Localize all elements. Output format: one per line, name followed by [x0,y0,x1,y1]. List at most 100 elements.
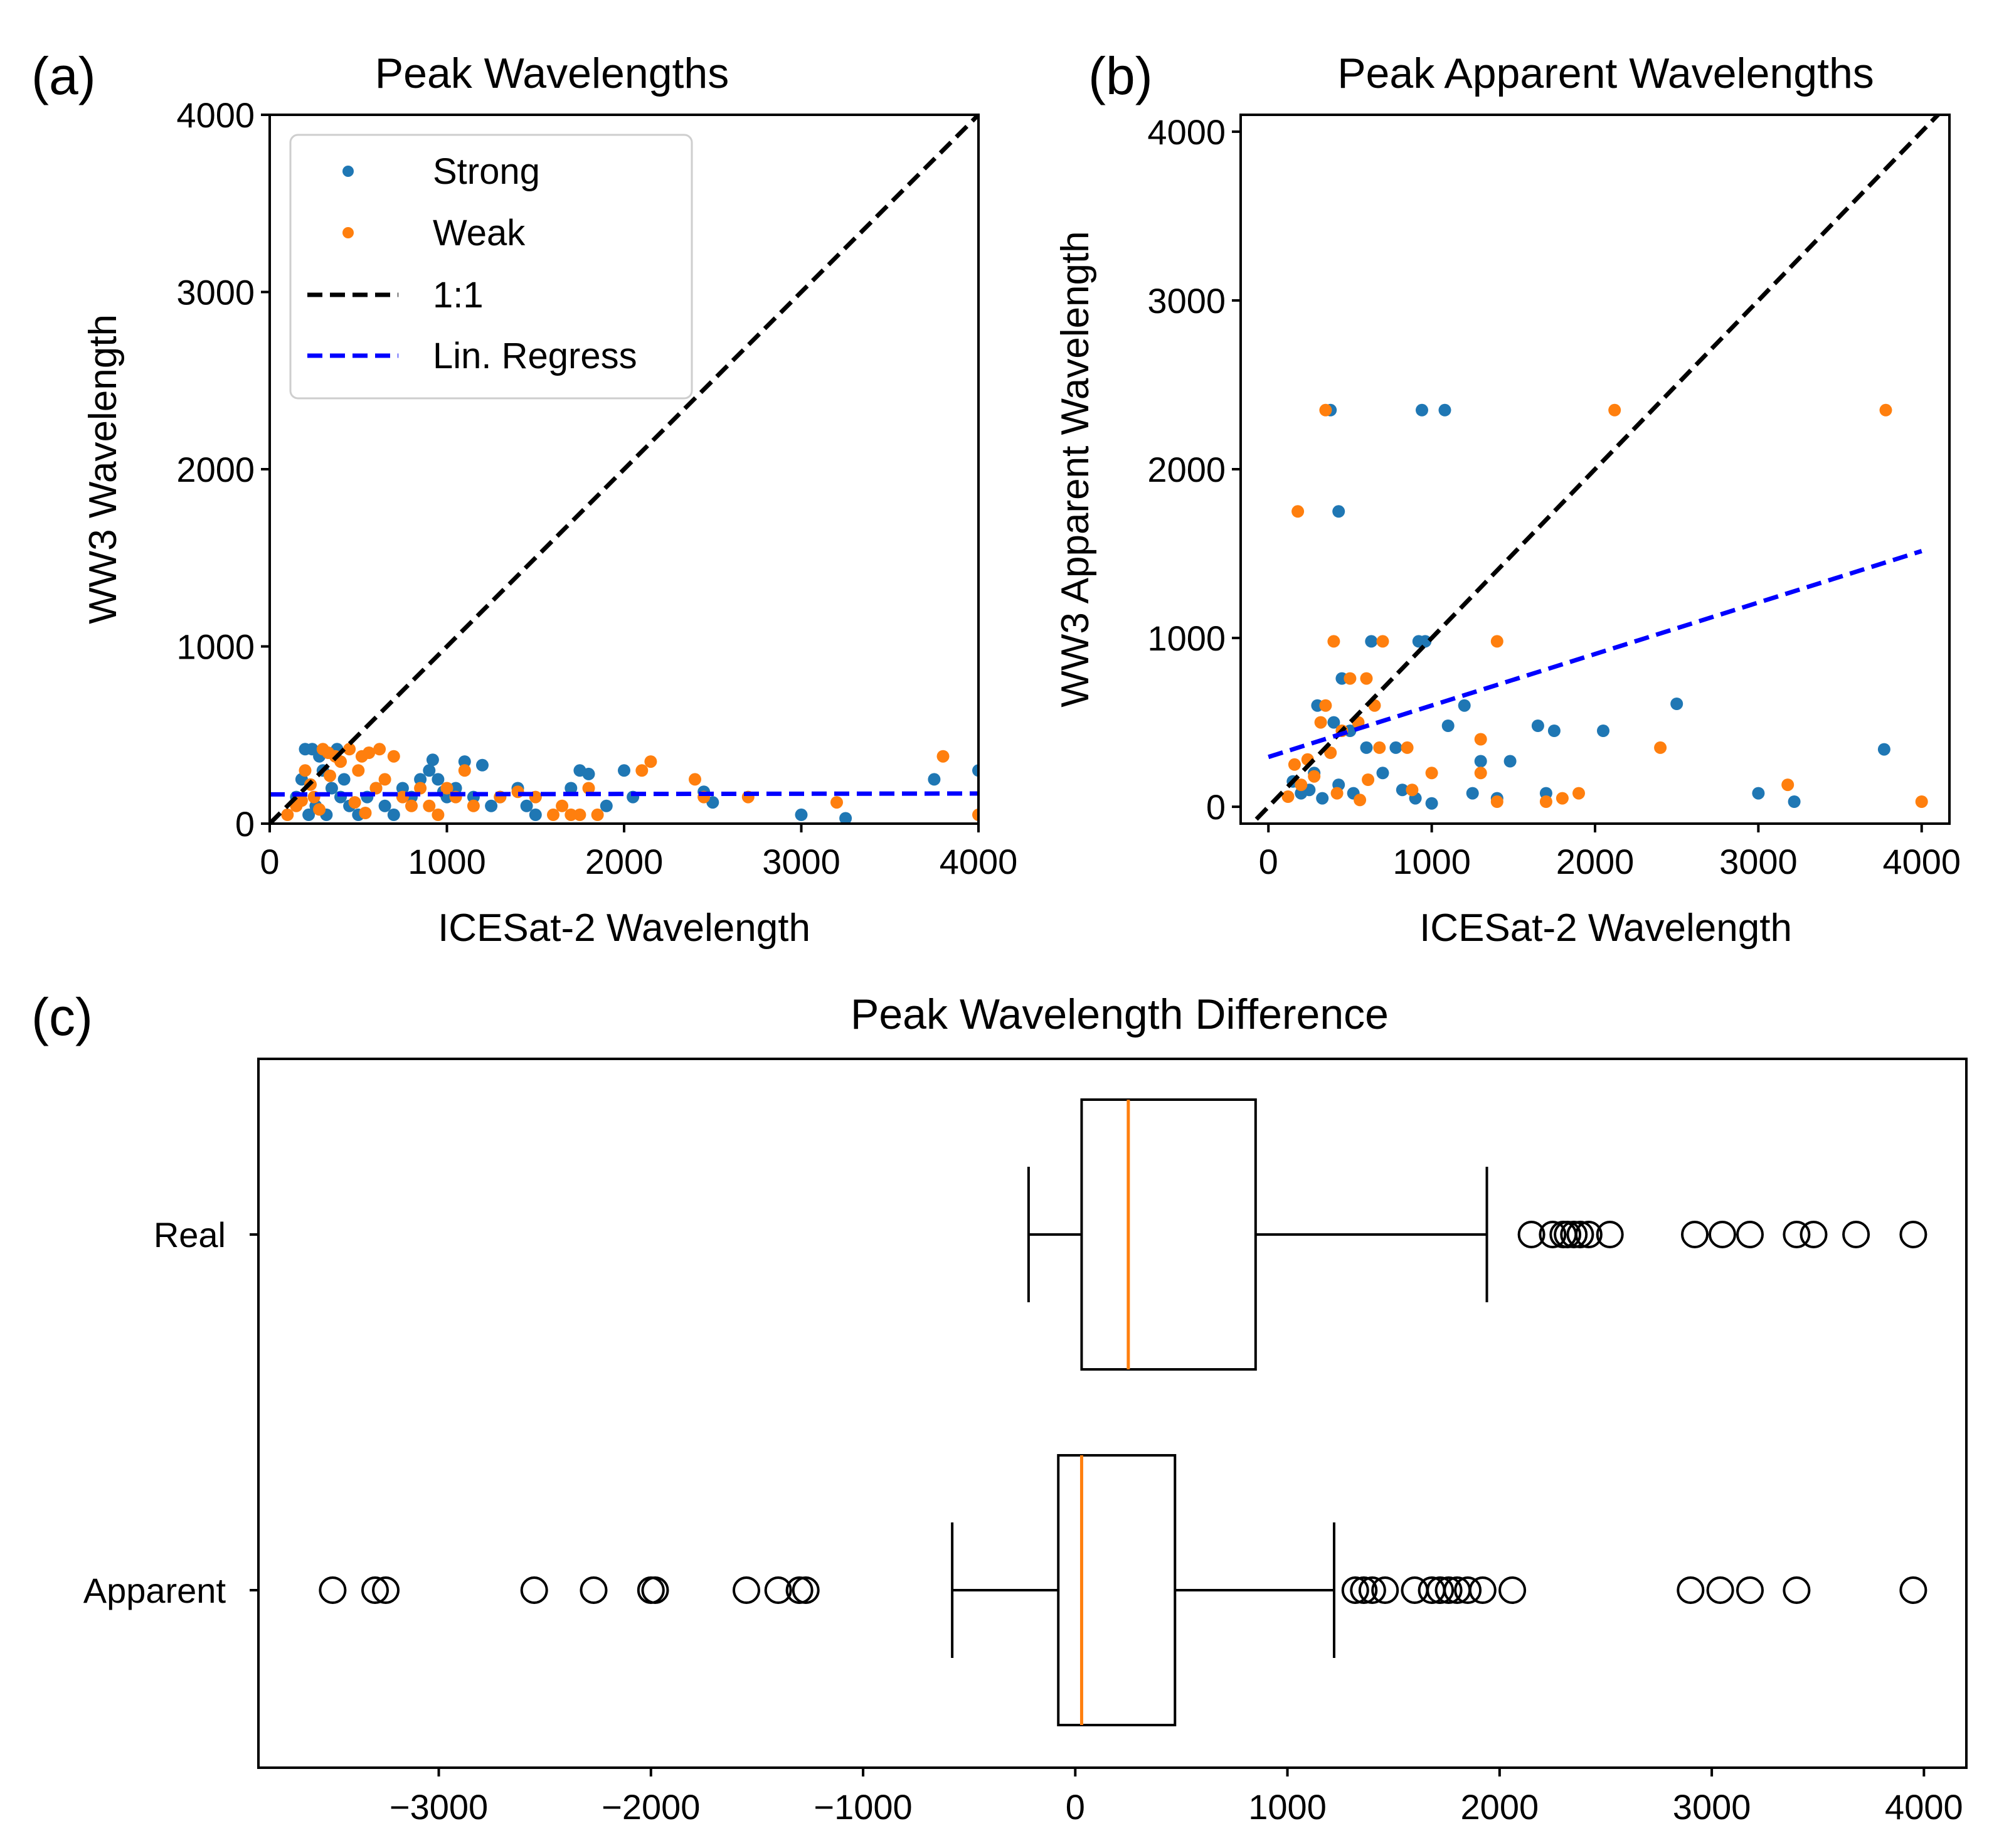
a-point-strong [440,790,453,804]
a-point-strong [432,773,445,786]
a-point-weak [423,799,436,812]
a-point-strong [476,758,489,772]
a-point-weak [363,746,376,759]
a-point-strong [520,799,533,812]
box-apparent-outlier [319,1576,347,1604]
legend-box [289,134,693,400]
a-x-tick-label: 3000 [762,842,840,881]
a-marks [270,115,978,824]
b-point-strong [1547,725,1561,737]
a-point-weak [281,808,294,821]
b-point-strong [1531,720,1544,732]
b-point-strong [1474,755,1487,768]
a-point-weak [936,750,950,763]
box-apparent-iqr [1057,1454,1177,1726]
b-point-weak [1327,635,1340,648]
a-x-tick-label: 0 [260,842,279,881]
legend-weak-marker [342,227,354,238]
panel-b-y-ticks: 0 1000 2000 3000 4000 [1147,112,1241,827]
a-point-weak [458,764,471,777]
b-point-weak [1608,403,1621,417]
b-point-weak [1376,635,1389,648]
a-point-strong [795,808,808,821]
b-point-strong [1597,725,1609,737]
a-one-to-one-line [270,115,978,824]
a-point-strong [600,799,613,812]
box-real-outlier [1899,1221,1927,1248]
b-marks [1249,115,1941,824]
c-x-tick-label: −1000 [814,1787,912,1827]
b-point-weak [1425,767,1438,780]
panel-a-x-label: ICESat-2 Wavelength [438,906,810,950]
a-point-weak [405,799,418,812]
b-x-tick-label: 4000 [1882,842,1961,881]
panel-b-plot-area [1249,115,1941,824]
b-point-weak [1319,403,1332,417]
b-point-weak [1781,778,1795,792]
b-point-weak [1308,770,1321,783]
panel-a-title: Peak Wavelengths [375,50,729,97]
a-point-weak [324,769,336,782]
box-real-outlier [1566,1221,1594,1248]
b-point-weak [1556,792,1569,805]
box-real-outlier [1517,1221,1545,1248]
box-apparent-outlier [1677,1576,1705,1604]
b-x-tick-label: 3000 [1719,842,1798,881]
b-point-strong [1327,716,1340,729]
b-y-tick-label: 2000 [1147,450,1226,489]
box-apparent-outlier [792,1576,820,1604]
b-point-strong [1419,635,1432,648]
box-apparent-outlier [1358,1576,1386,1604]
b-point-weak [1319,699,1332,712]
a-point-weak [432,808,445,821]
panel-b-x-label: ICESat-2 Wavelength [1419,906,1792,950]
legend-one-to-one-label: 1:1 [433,275,484,316]
box-apparent-outlier [1736,1576,1764,1604]
c-x-tick-label: 2000 [1461,1787,1539,1827]
panel-a-plot-area [270,115,978,824]
b-point-weak [1362,773,1375,786]
panel-a-y-ticks: 0 1000 2000 3000 4000 [176,95,270,844]
b-point-weak [1295,778,1308,792]
b-point-strong [1503,755,1517,768]
b-point-weak [1572,787,1585,800]
a-point-strong [387,808,400,821]
box-real-outlier [1574,1221,1603,1248]
b-point-weak [1288,758,1301,771]
a-x-tick-label: 4000 [940,842,1018,881]
a-point-strong [928,773,941,786]
a-point-strong [485,799,498,812]
box-apparent-outlier [764,1576,792,1604]
b-y-tick-label: 3000 [1147,281,1226,321]
box-apparent-outlier [1434,1576,1463,1604]
box-real-outlier [1783,1221,1811,1248]
box-apparent-outlier [1454,1576,1482,1604]
a-point-strong [423,764,436,777]
a-point-weak [547,808,559,821]
b-x-tick-label: 1000 [1392,842,1471,881]
a-point-weak [295,794,308,807]
panel-c-title: Peak Wavelength Difference [851,990,1389,1038]
b-point-strong [1316,792,1329,805]
a-point-weak [644,755,657,768]
a-point-strong [449,782,462,795]
box-real-outlier [1596,1221,1624,1248]
b-point-weak [1406,783,1419,797]
box-apparent-outlier [1899,1576,1927,1604]
a-y-tick-label: 4000 [176,95,255,135]
legend-strong-label: Strong [433,151,540,192]
b-point-strong [1360,741,1373,754]
a-point-strong [529,808,542,821]
a-point-strong [618,764,630,777]
a-point-strong [458,755,471,768]
b-point-weak [1474,767,1487,780]
panel-a-label: (a) [31,46,96,105]
b-point-weak [1324,746,1337,759]
panel-c-axes-frame [257,1058,1968,1769]
legend-regression-label: Lin. Regress [433,336,637,376]
panel-b-x-ticks: 0 1000 2000 3000 4000 [1259,824,1961,881]
a-point-weak [343,743,356,756]
box-real-outlier [1709,1221,1736,1248]
b-point-strong [1458,699,1471,712]
b-point-strong [1752,787,1765,800]
